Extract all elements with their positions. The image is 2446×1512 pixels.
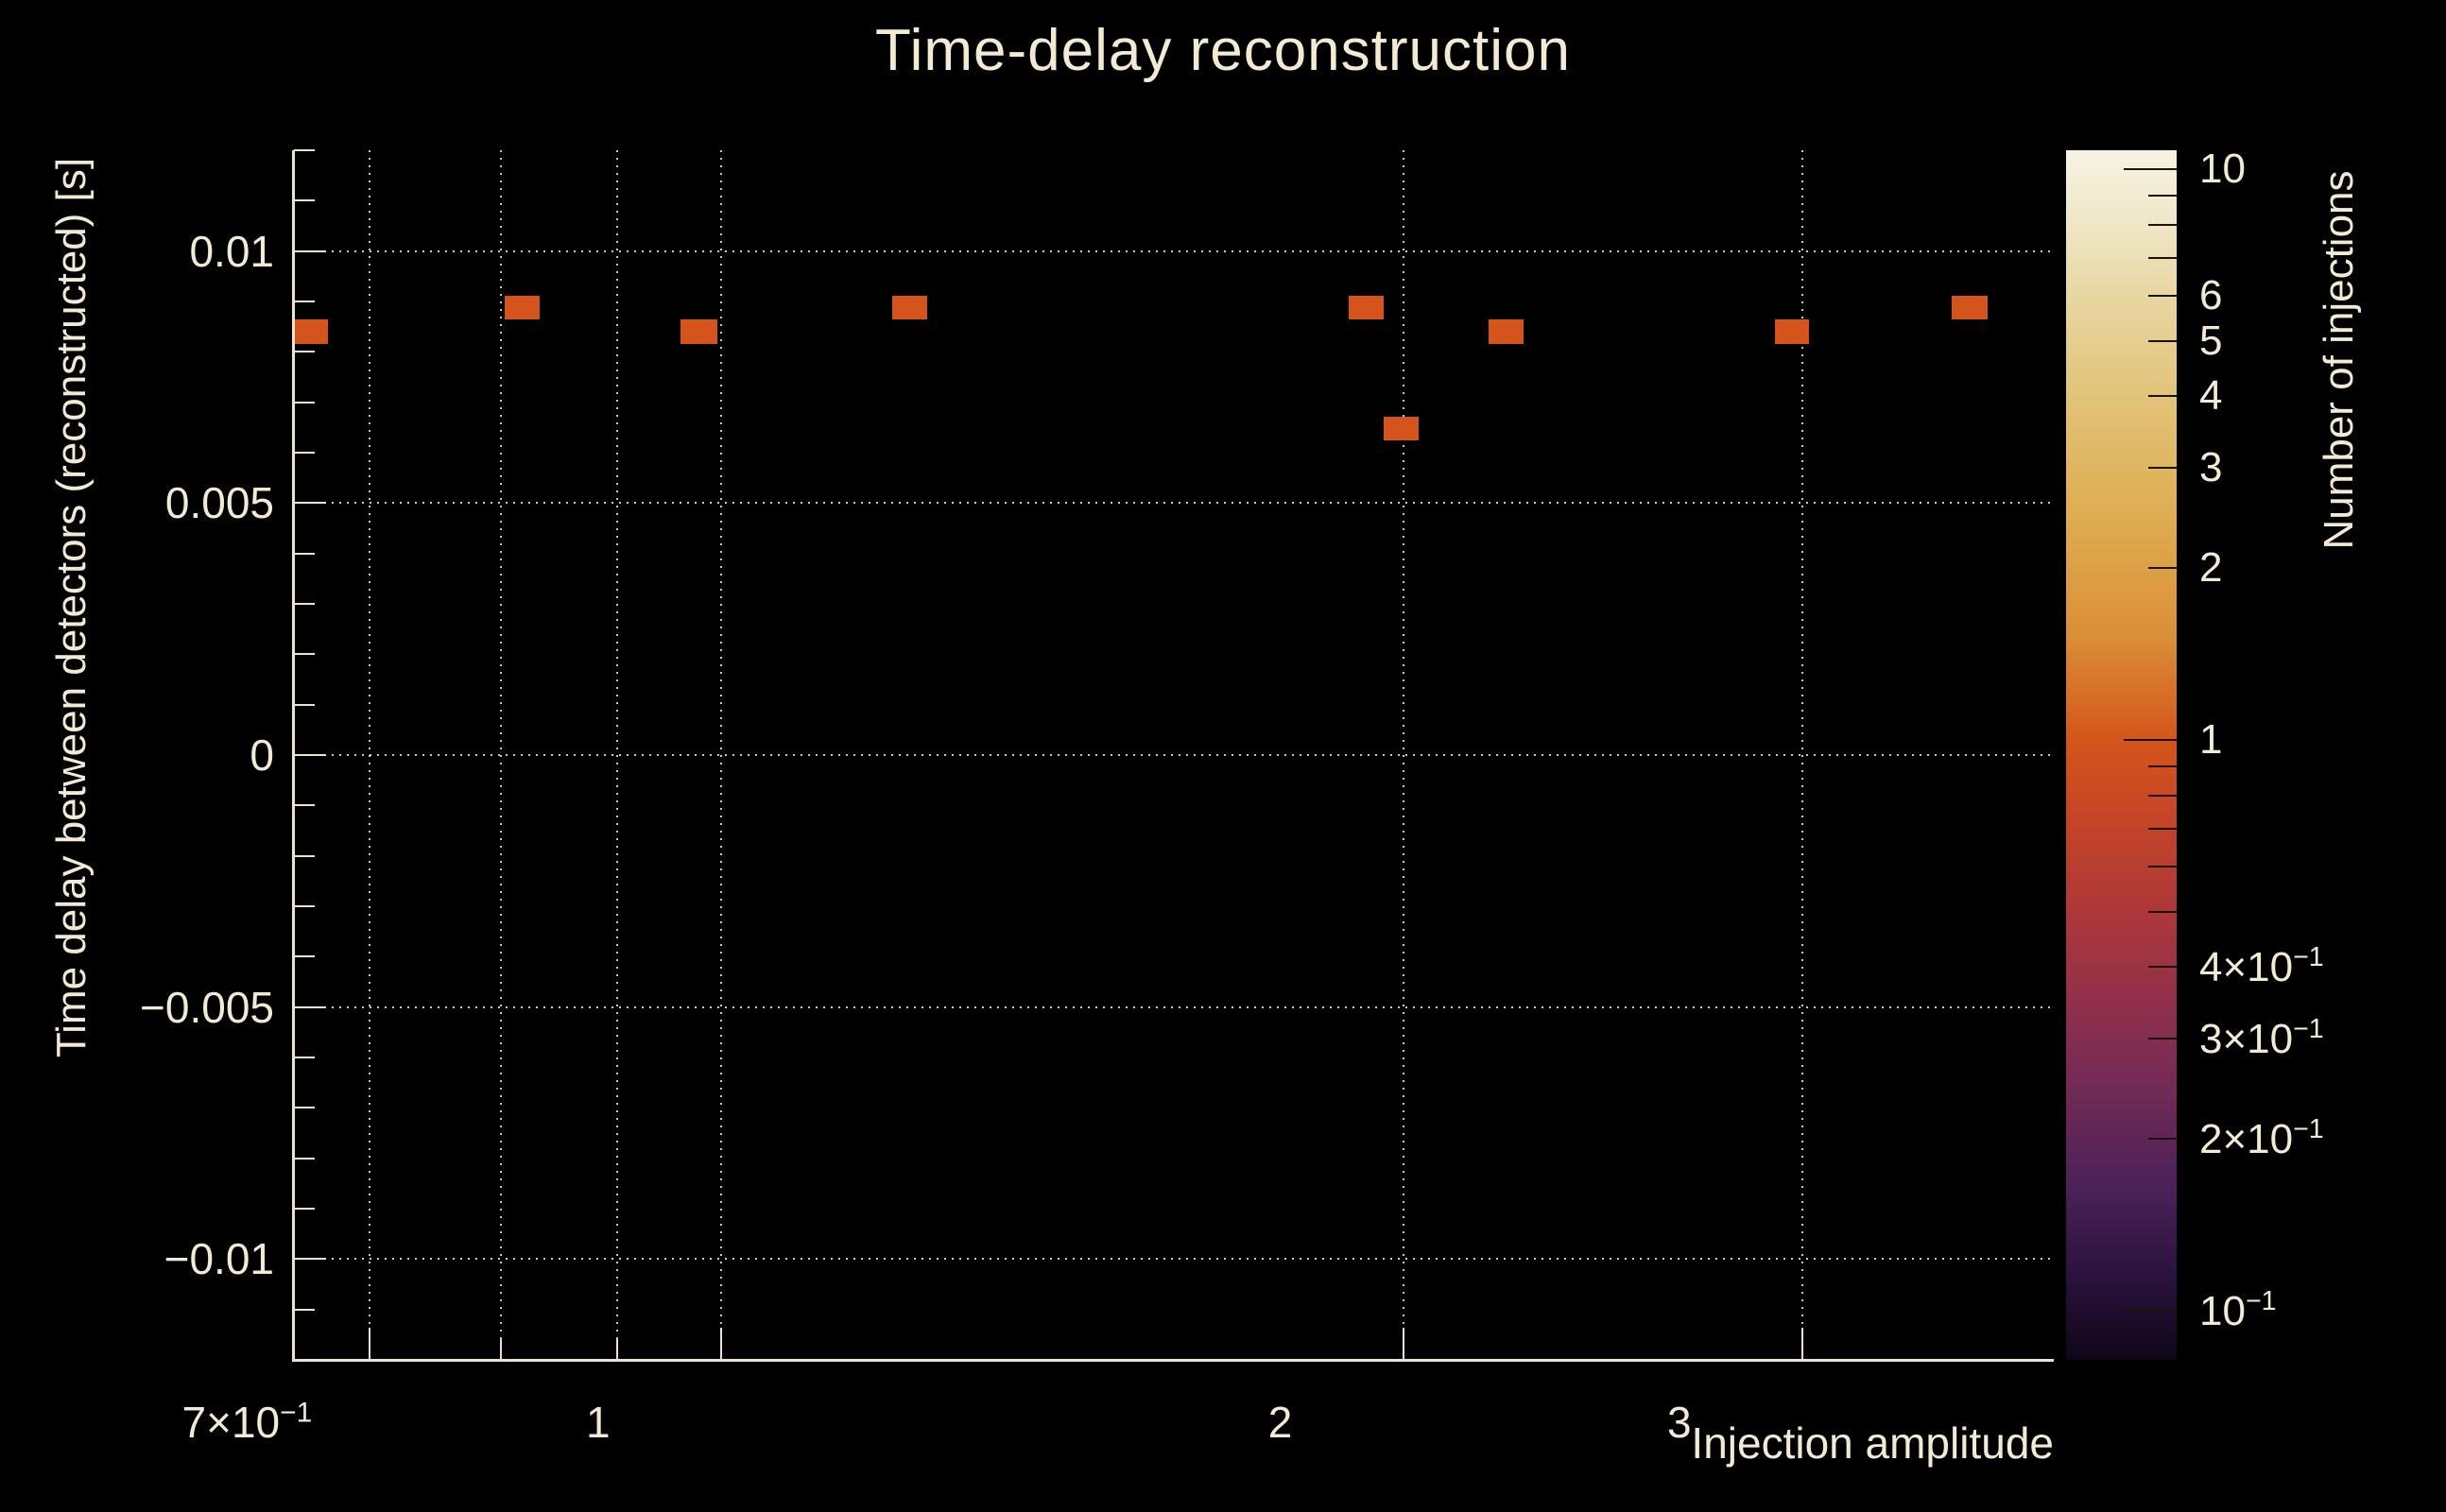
x-axis-title: Injection amplitude xyxy=(1691,1418,2054,1468)
x-axis-line xyxy=(292,1359,2054,1362)
histogram-bin xyxy=(505,295,541,320)
colorbar-tick-label: 4×10−1 xyxy=(2199,942,2324,991)
colorbar-tick-label: 2×10−1 xyxy=(2199,1114,2324,1162)
gridline-y--0.005 xyxy=(294,1005,2054,1008)
colorbar-tick-label: 10−1 xyxy=(2199,1286,2277,1334)
y-tick xyxy=(294,1308,315,1311)
y-tick xyxy=(294,603,315,605)
gridline-y--0.01 xyxy=(294,1258,2054,1261)
y-tick-label: 0.01 xyxy=(189,226,274,276)
colorbar-tick xyxy=(2148,466,2177,469)
gridline-x-1 xyxy=(719,150,722,1360)
y-tick xyxy=(294,301,315,302)
colorbar-tick-label: 5 xyxy=(2199,317,2223,364)
x-tick xyxy=(500,1339,503,1360)
histogram-bin xyxy=(1774,319,1810,344)
histogram-bin xyxy=(1489,319,1524,344)
colorbar-tick-label: 1 xyxy=(2199,716,2223,764)
y-tick xyxy=(294,1208,315,1210)
colorbar-tick xyxy=(2124,168,2177,171)
colorbar-tick xyxy=(2148,395,2177,398)
colorbar-tick-label: 4 xyxy=(2199,372,2223,420)
x-tick xyxy=(616,1339,619,1360)
colorbar-tick xyxy=(2148,1138,2177,1141)
y-tick-label: 0 xyxy=(250,730,274,780)
y-tick xyxy=(294,452,315,454)
gridline-y-0.005 xyxy=(294,502,2054,505)
colorbar-tick xyxy=(2148,339,2177,342)
y-tick xyxy=(294,1107,315,1109)
histogram-bin xyxy=(1952,295,1988,320)
colorbar-tick xyxy=(2148,827,2177,830)
colorbar-tick xyxy=(2148,567,2177,570)
x-tick-label: 3 xyxy=(1666,1398,1692,1447)
colorbar-tick xyxy=(2124,1309,2177,1312)
y-tick xyxy=(294,1258,326,1261)
colorbar-tick xyxy=(2148,295,2177,298)
colorbar-tick xyxy=(2124,739,2177,742)
colorbar-tick xyxy=(2148,765,2177,767)
y-tick xyxy=(294,804,315,807)
histogram-bin xyxy=(294,319,329,344)
y-tick xyxy=(294,703,315,706)
y-tick xyxy=(294,754,326,756)
y-tick-label: −0.005 xyxy=(140,982,274,1032)
colorbar-tick-label: 2 xyxy=(2199,544,2223,592)
y-axis-title: Time delay between detectors (reconstruc… xyxy=(48,157,95,1058)
gridline-x-0.7 xyxy=(369,150,371,1360)
colorbar-tick-label: 6 xyxy=(2199,272,2223,319)
x-tick xyxy=(1800,1328,1803,1360)
y-tick xyxy=(294,552,315,555)
histogram-bin xyxy=(891,295,927,320)
colorbar-tick xyxy=(2148,910,2177,913)
y-tick xyxy=(294,149,315,151)
x-tick-label: 7×10−1 xyxy=(181,1397,313,1447)
y-tick xyxy=(294,1057,315,1058)
colorbar-tick xyxy=(2148,256,2177,259)
chart-title: Time-delay reconstruction xyxy=(875,18,1571,83)
y-tick xyxy=(294,905,315,907)
x-tick-label: 2 xyxy=(1267,1398,1293,1447)
colorbar-tick-label: 3×10−1 xyxy=(2199,1013,2324,1062)
y-tick xyxy=(294,854,315,857)
colorbar-tick xyxy=(2148,194,2177,197)
histogram-bin xyxy=(1348,295,1385,320)
y-tick xyxy=(294,1359,315,1361)
y-tick xyxy=(294,199,315,202)
y-tick xyxy=(294,653,315,656)
colorbar xyxy=(2066,150,2177,1360)
y-tick xyxy=(294,955,315,958)
colorbar-tick xyxy=(2148,866,2177,868)
y-tick xyxy=(294,401,315,404)
histogram-bin xyxy=(680,319,717,344)
y-tick xyxy=(294,351,315,353)
colorbar-tick-label: 3 xyxy=(2199,443,2223,490)
y-tick-label: 0.005 xyxy=(164,478,274,528)
colorbar-tick xyxy=(2148,223,2177,226)
gridline-y-0 xyxy=(294,754,2054,756)
y-tick xyxy=(294,1157,315,1160)
x-tick xyxy=(719,1328,722,1360)
colorbar-tick xyxy=(2148,966,2177,969)
y-tick xyxy=(294,249,326,252)
gridline-x-2 xyxy=(1402,150,1404,1360)
colorbar-title: Number of injections xyxy=(2316,170,2362,550)
gridline-x-3 xyxy=(1800,150,1803,1360)
x-tick xyxy=(1402,1328,1404,1360)
gridline-x-0.9 xyxy=(616,150,619,1360)
x-tick xyxy=(369,1328,371,1360)
gridline-x-0.8 xyxy=(500,150,503,1360)
colorbar-tick xyxy=(2148,1037,2177,1040)
x-tick-label: 1 xyxy=(585,1398,611,1447)
gridline-y-0.01 xyxy=(294,249,2054,252)
histogram-bin xyxy=(1384,416,1420,441)
y-tick-label: −0.01 xyxy=(164,1234,274,1284)
y-tick xyxy=(294,502,326,505)
colorbar-tick-label: 10 xyxy=(2199,146,2246,193)
y-axis-line xyxy=(292,150,295,1362)
colorbar-tick xyxy=(2148,794,2177,797)
y-tick xyxy=(294,1005,326,1008)
